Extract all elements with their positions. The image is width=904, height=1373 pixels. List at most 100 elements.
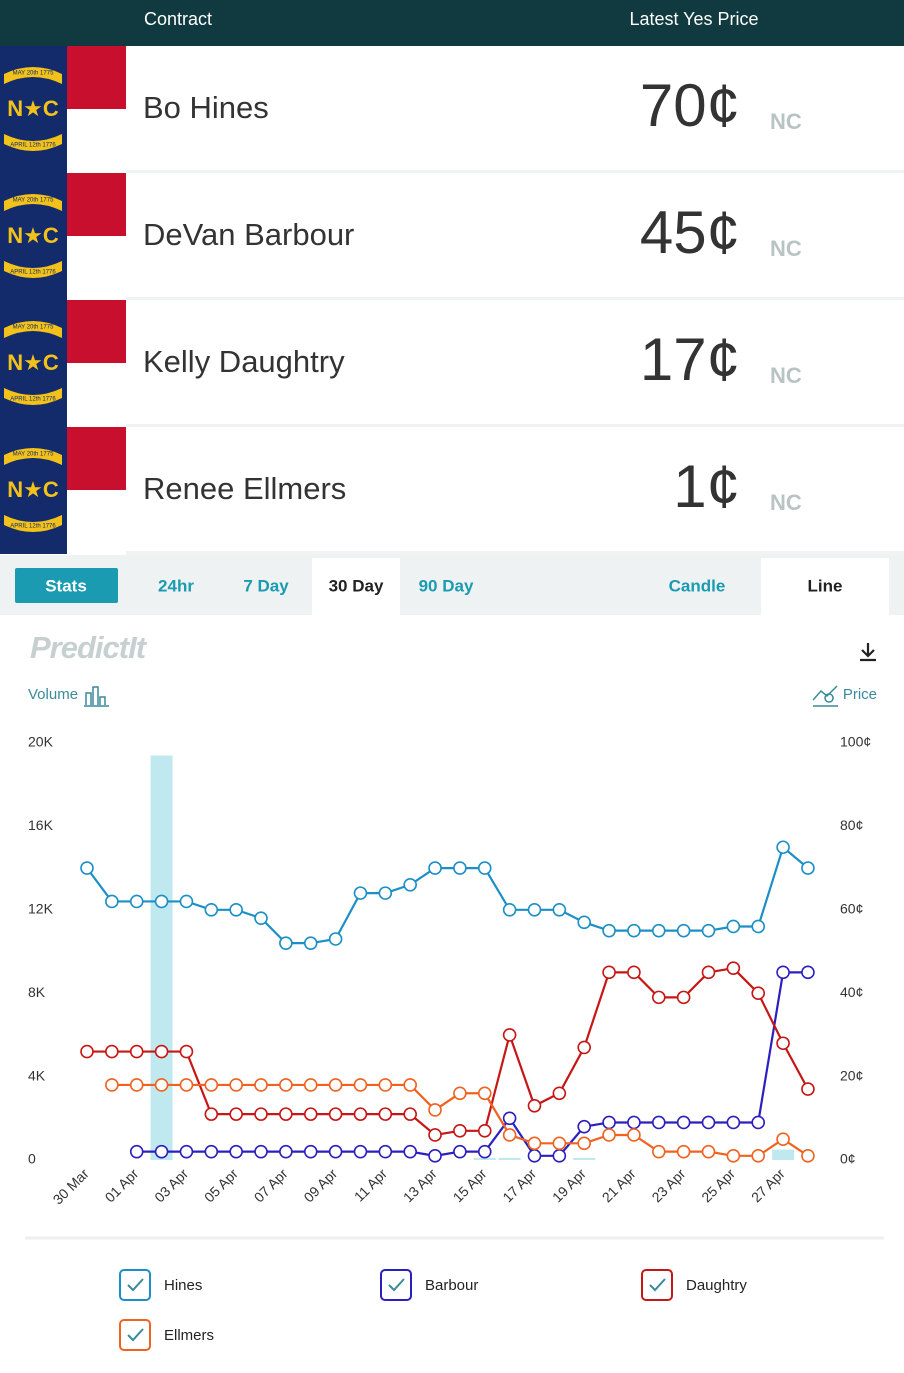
data-point[interactable] (577, 915, 592, 930)
tab[interactable]: 30 Day (329, 576, 384, 595)
tab[interactable]: Candle (669, 576, 726, 595)
data-point[interactable] (179, 1044, 194, 1059)
data-point[interactable] (129, 1078, 144, 1092)
data-point[interactable] (179, 1078, 194, 1092)
data-point[interactable] (353, 886, 368, 900)
data-point[interactable] (328, 932, 343, 946)
data-point[interactable] (403, 877, 417, 892)
data-point[interactable] (776, 1132, 790, 1146)
legend-label[interactable]: Hines (164, 1277, 202, 1294)
data-point[interactable] (378, 1144, 393, 1159)
data-point[interactable] (627, 1115, 641, 1130)
data-point[interactable] (477, 861, 492, 875)
data-point[interactable] (552, 1149, 567, 1163)
tab[interactable]: Stats (45, 576, 87, 595)
data-point[interactable] (726, 919, 741, 934)
data-point[interactable] (229, 1078, 243, 1092)
data-point[interactable] (801, 1149, 815, 1163)
data-point[interactable] (279, 1078, 293, 1092)
data-point[interactable] (453, 1124, 467, 1138)
data-point[interactable] (527, 1098, 542, 1113)
data-point[interactable] (229, 1144, 243, 1159)
tab[interactable]: Line (808, 576, 843, 595)
data-point[interactable] (801, 965, 815, 980)
data-point[interactable] (627, 923, 641, 938)
data-point[interactable] (552, 1136, 567, 1151)
data-point[interactable] (105, 894, 119, 909)
data-point[interactable] (701, 1144, 716, 1159)
data-point[interactable] (279, 936, 293, 950)
data-point[interactable] (751, 919, 766, 934)
legend-label[interactable]: Daughtry (686, 1277, 747, 1294)
data-point[interactable] (577, 1119, 592, 1134)
data-point[interactable] (428, 1128, 442, 1142)
legend-checkbox[interactable] (119, 1319, 151, 1351)
data-point[interactable] (776, 1036, 790, 1051)
data-point[interactable] (403, 1144, 417, 1159)
data-point[interactable] (502, 1028, 517, 1042)
data-point[interactable] (179, 1144, 194, 1159)
contract-row[interactable] (0, 46, 904, 173)
data-point[interactable] (701, 1115, 716, 1130)
data-point[interactable] (602, 1128, 616, 1142)
data-point[interactable] (129, 1044, 144, 1059)
data-point[interactable] (428, 861, 442, 875)
tab[interactable]: 90 Day (419, 576, 474, 595)
data-point[interactable] (676, 923, 691, 938)
data-point[interactable] (328, 1144, 343, 1159)
contract-row[interactable] (0, 427, 904, 554)
data-point[interactable] (801, 1082, 815, 1096)
data-point[interactable] (378, 886, 393, 900)
legend-label[interactable]: Barbour (425, 1277, 478, 1294)
data-point[interactable] (627, 1128, 641, 1142)
data-point[interactable] (428, 1103, 442, 1117)
data-point[interactable] (353, 1078, 368, 1092)
data-point[interactable] (627, 965, 641, 980)
data-point[interactable] (776, 965, 790, 980)
data-point[interactable] (105, 1044, 119, 1059)
data-point[interactable] (129, 1144, 144, 1159)
data-point[interactable] (353, 1107, 368, 1121)
data-point[interactable] (80, 1044, 94, 1059)
data-point[interactable] (651, 990, 666, 1005)
data-point[interactable] (254, 1078, 268, 1092)
data-point[interactable] (726, 1149, 741, 1163)
data-point[interactable] (154, 1078, 169, 1092)
data-point[interactable] (602, 965, 616, 980)
data-point[interactable] (502, 1111, 517, 1126)
data-point[interactable] (204, 1144, 219, 1159)
data-point[interactable] (527, 902, 542, 917)
tab[interactable]: 7 Day (243, 576, 289, 595)
data-point[interactable] (751, 1149, 766, 1163)
data-point[interactable] (552, 1086, 567, 1101)
data-point[interactable] (701, 965, 716, 980)
data-point[interactable] (801, 861, 815, 875)
legend-label[interactable]: Ellmers (164, 1327, 214, 1344)
data-point[interactable] (254, 911, 268, 925)
data-point[interactable] (254, 1144, 268, 1159)
data-point[interactable] (477, 1086, 492, 1101)
data-point[interactable] (328, 1078, 343, 1092)
data-point[interactable] (303, 1144, 318, 1159)
data-point[interactable] (80, 861, 94, 875)
data-point[interactable] (179, 894, 194, 909)
data-point[interactable] (303, 1078, 318, 1092)
data-point[interactable] (154, 894, 169, 909)
data-point[interactable] (477, 1144, 492, 1159)
tab[interactable]: 24hr (158, 576, 194, 595)
contract-row[interactable] (0, 173, 904, 300)
data-point[interactable] (776, 840, 790, 855)
data-point[interactable] (602, 923, 616, 938)
data-point[interactable] (453, 1086, 467, 1101)
stats-button[interactable] (15, 568, 118, 603)
legend-checkbox[interactable] (380, 1269, 412, 1301)
data-point[interactable] (676, 1115, 691, 1130)
data-point[interactable] (229, 1107, 243, 1121)
data-point[interactable] (453, 1144, 467, 1159)
download-icon[interactable] (860, 643, 876, 662)
data-point[interactable] (154, 1044, 169, 1059)
data-point[interactable] (577, 1136, 592, 1151)
data-point[interactable] (577, 1040, 592, 1055)
data-point[interactable] (527, 1136, 542, 1151)
data-point[interactable] (204, 902, 219, 917)
